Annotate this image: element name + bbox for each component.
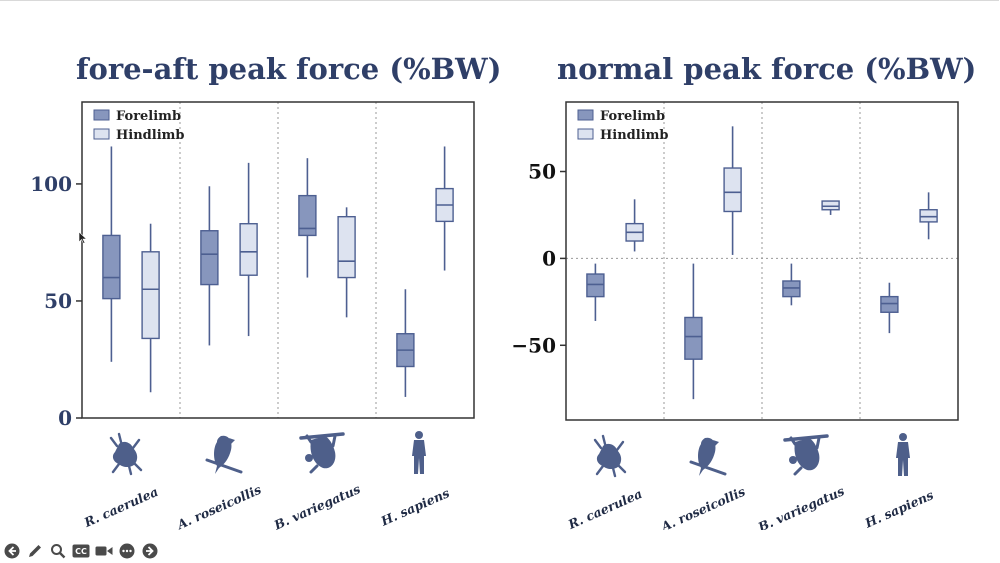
box-iqr (919, 209, 938, 223)
box-forelimb-b-variegatus (782, 263, 801, 306)
legend-label-hindlimb: Hindlimb (116, 128, 185, 143)
box-iqr (782, 280, 801, 298)
legend-swatch-forelimb (93, 109, 110, 121)
category-label-a-roseicollis: A. roseicollis (658, 484, 748, 530)
box-hindlimb-h-sapiens (919, 192, 938, 240)
box-forelimb-a-roseicollis (684, 263, 703, 400)
box-iqr (337, 215, 356, 279)
back-icon[interactable] (2, 542, 21, 561)
category-label-r-caerulea: R. caerulea (565, 486, 644, 530)
legend-label-forelimb: Forelimb (116, 109, 181, 124)
legend-label-hindlimb: Hindlimb (600, 128, 669, 143)
y-tick-label: 0 (542, 246, 556, 270)
category-label-h-sapiens: H. sapiens (862, 487, 936, 530)
box-forelimb-r-caerulea (102, 146, 121, 362)
captions-icon[interactable]: CC (71, 542, 90, 561)
plot-frame (81, 101, 475, 419)
chart-title-normal: normal peak force (%BW) (557, 52, 977, 86)
y-tick-label: 100 (30, 172, 72, 196)
human-icon (412, 431, 426, 474)
y-tick-label: −50 (511, 333, 556, 357)
box-forelimb-h-sapiens (880, 282, 899, 334)
captions-label: CC (75, 547, 87, 556)
more-icon[interactable] (117, 542, 136, 561)
box-iqr (102, 234, 121, 300)
frog-icon (109, 432, 143, 476)
box-forelimb-r-caerulea (586, 263, 605, 321)
legend-label-forelimb: Forelimb (600, 109, 665, 124)
box-forelimb-h-sapiens (396, 289, 415, 397)
y-tick-label: 0 (58, 406, 72, 430)
box-hindlimb-r-caerulea (625, 199, 644, 252)
box-iqr (821, 200, 840, 211)
pen-icon[interactable] (25, 542, 44, 561)
box-iqr (239, 223, 258, 276)
legend-swatch-forelimb (577, 109, 594, 121)
legend-swatch-hindlimb (577, 128, 594, 140)
box-forelimb-a-roseicollis (200, 186, 219, 346)
plot-frame (565, 101, 959, 421)
box-iqr (141, 251, 160, 340)
box-iqr (723, 167, 742, 213)
parrot-icon (689, 437, 727, 476)
frog-icon (593, 434, 627, 478)
chart-title-fore-aft: fore-aft peak force (%BW) (76, 52, 502, 86)
y-tick-label: 50 (528, 160, 556, 184)
sloth-icon (783, 434, 829, 476)
sloth-icon (299, 432, 345, 474)
human-icon (896, 433, 910, 476)
box-iqr (684, 316, 703, 360)
box-hindlimb-a-roseicollis (239, 162, 258, 337)
box-iqr (298, 194, 317, 237)
zoom-icon[interactable] (48, 542, 67, 561)
parrot-icon (205, 435, 243, 474)
video-icon[interactable] (94, 542, 113, 561)
box-hindlimb-r-caerulea (141, 223, 160, 393)
slide-top-border (0, 0, 999, 1)
box-hindlimb-b-variegatus (337, 207, 356, 318)
box-forelimb-b-variegatus (298, 158, 317, 278)
box-hindlimb-h-sapiens (435, 146, 454, 271)
box-hindlimb-a-roseicollis (723, 126, 742, 255)
y-tick-label: 50 (44, 289, 72, 313)
chart-normal-peak-force: −50 0 50 Forelimb Hindlimb R. caerulea A. rose… (511, 101, 959, 530)
slide-toolbar: CC (2, 541, 159, 561)
mouse-cursor-icon (78, 229, 88, 248)
box-hindlimb-b-variegatus (821, 200, 840, 215)
box-iqr (880, 295, 899, 313)
forward-icon[interactable] (140, 542, 159, 561)
category-label-b-variegatus: B. variegatus (755, 483, 847, 530)
legend-swatch-hindlimb (93, 128, 110, 140)
box-iqr (200, 230, 219, 286)
box-iqr (586, 273, 605, 298)
